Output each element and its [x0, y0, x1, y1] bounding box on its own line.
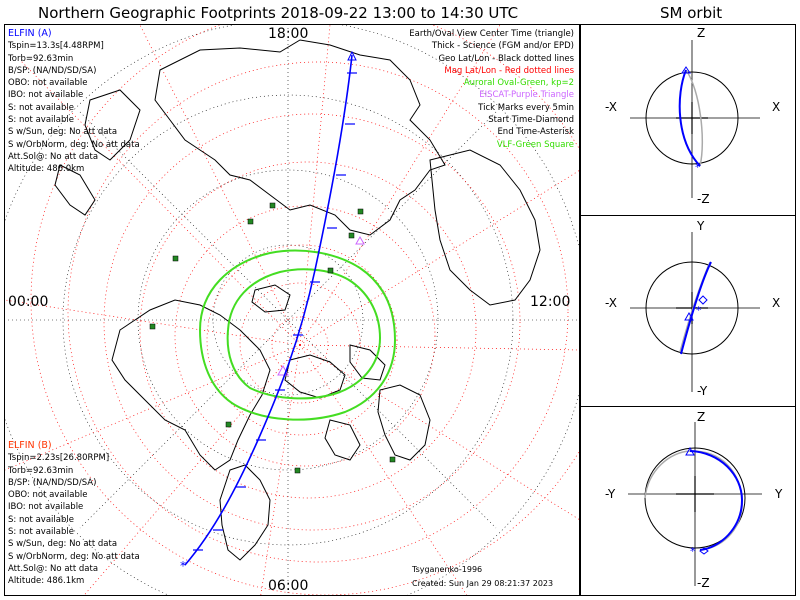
map-title: Northern Geographic Footprints 2018-09-2… — [38, 4, 519, 22]
elfin-b-name: ELFIN (B) — [8, 440, 52, 451]
model-label: Tsyganenko-1996 — [412, 565, 483, 574]
elfin-b-info-line: Att.Sol@: No att data — [8, 563, 99, 574]
elfin-a-info-line: B/SP: (NA/ND/SD/SA) — [8, 65, 97, 76]
svg-text:*: * — [180, 559, 186, 573]
elfin-b-info-line: B/SP: (NA/ND/SD/SA) — [8, 477, 97, 488]
legend-entry: Start Time-Diamond — [488, 115, 574, 126]
elfin-a-info-line: S: not available — [8, 102, 74, 113]
elfin-a-info-line: IBO: not available — [8, 90, 84, 101]
elfin-a-track: * — [180, 50, 357, 573]
geo-grid — [5, 25, 579, 595]
elfin-a-info-line: S w/Sun, deg: No att data — [8, 127, 118, 138]
elfin-b-info: ELFIN (B) Tspin=2.23s[26.80RPM] Torb=92.6… — [8, 440, 140, 588]
auroral-oval — [198, 249, 397, 421]
legend-entry: Mag Lat/Lon - Red dotted lines — [444, 65, 574, 76]
svg-text:*: * — [695, 161, 701, 174]
elfin-b-info-line: S w/OrbNorm, deg: No att data — [8, 551, 140, 562]
map-frame — [4, 24, 580, 596]
coastlines — [54, 39, 541, 561]
elfin-a-info-line: S: not available — [8, 115, 74, 126]
orbit-title: SM orbit — [660, 4, 723, 22]
legend-entry: Tick Marks every 5min — [478, 102, 574, 113]
orbit-xy: * — [630, 232, 760, 392]
elfin-b-info-line: Altitude: 486.1km — [8, 576, 85, 587]
orbit-yz-left: -Y — [605, 487, 616, 501]
elfin-a-info-line: Att.Sol@: No att data — [8, 151, 99, 162]
elfin-b-info-line: S: not available — [8, 527, 74, 538]
elfin-a-info-line: OBO: not available — [8, 78, 88, 89]
orbit-yz-bottom: -Z — [697, 576, 710, 590]
elfin-b-info-line: Tspin=2.23s[26.80RPM] — [8, 453, 110, 464]
vlf-stations — [149, 202, 396, 474]
elfin-b-info-line: IBO: not available — [8, 502, 84, 513]
elfin-b-info-line: S w/Sun, deg: No att data — [8, 539, 118, 550]
elfin-b-info-line: Torb=92.63min — [8, 465, 74, 476]
clock-label-bottom: 06:00 — [268, 578, 309, 594]
clock-label-right: 12:00 — [530, 294, 571, 310]
clock-label-left: 00:00 — [8, 294, 49, 310]
clock-label-top: 18:00 — [268, 26, 309, 42]
elfin-a-info-line: S w/OrbNorm, deg: No att data — [8, 139, 140, 150]
orbit-yz-right: Y — [775, 487, 783, 501]
svg-text:*: * — [690, 545, 696, 558]
orbit-xz-left: -X — [605, 100, 617, 114]
elfin-a-info-line: Torb=92.63min — [8, 53, 74, 64]
legend: Earth/Oval View Center Time (triangle) Th… — [409, 28, 574, 151]
orbit-xz-right: X — [772, 100, 781, 114]
legend-entry: Geo Lat/Lon - Black dotted lines — [438, 53, 574, 64]
legend-entry: VLF-Green Square — [496, 139, 574, 150]
orbit-xz-top: Z — [697, 26, 706, 40]
elfin-b-info-line: S: not available — [8, 514, 74, 525]
legend-entry: Thick - Science (FGM and/or EPD) — [431, 41, 574, 52]
created-label: Created: Sun Jan 29 08:21:37 2023 — [412, 579, 554, 588]
legend-entry: EISCAT-Purple Triangle — [479, 90, 574, 101]
legend-entry: Auroral Oval-Green, kp=2 — [463, 78, 574, 89]
elfin-a-info-line: Altitude: 486.0km — [8, 164, 85, 175]
elfin-b-info-line: OBO: not available — [8, 490, 88, 501]
elfin-a-info-line: Tspin=13.3s[4.48RPM] — [8, 41, 104, 52]
mag-grid — [5, 25, 579, 595]
orbit-yz-top: Z — [697, 410, 706, 424]
legend-entry: Earth/Oval View Center Time (triangle) — [409, 29, 574, 39]
orbit-xy-right: X — [772, 296, 781, 310]
orbit-panel-yz — [580, 406, 796, 596]
orbit-xy-bottom: -Y — [697, 384, 708, 398]
orbit-xy-left: -X — [605, 296, 617, 310]
elfin-a-info: ELFIN (A) Tspin=13.3s[4.48RPM] Torb=92.63… — [8, 28, 140, 176]
orbit-xy-top: Y — [697, 219, 705, 233]
legend-entry: End Time-Asterisk — [497, 127, 574, 138]
svg-text:*: * — [696, 304, 702, 317]
orbit-xz-bottom: -Z — [697, 192, 710, 206]
orbit-xz: * — [630, 40, 760, 198]
orbit-yz: * — [628, 422, 762, 586]
elfin-a-name: ELFIN (A) — [8, 28, 52, 39]
